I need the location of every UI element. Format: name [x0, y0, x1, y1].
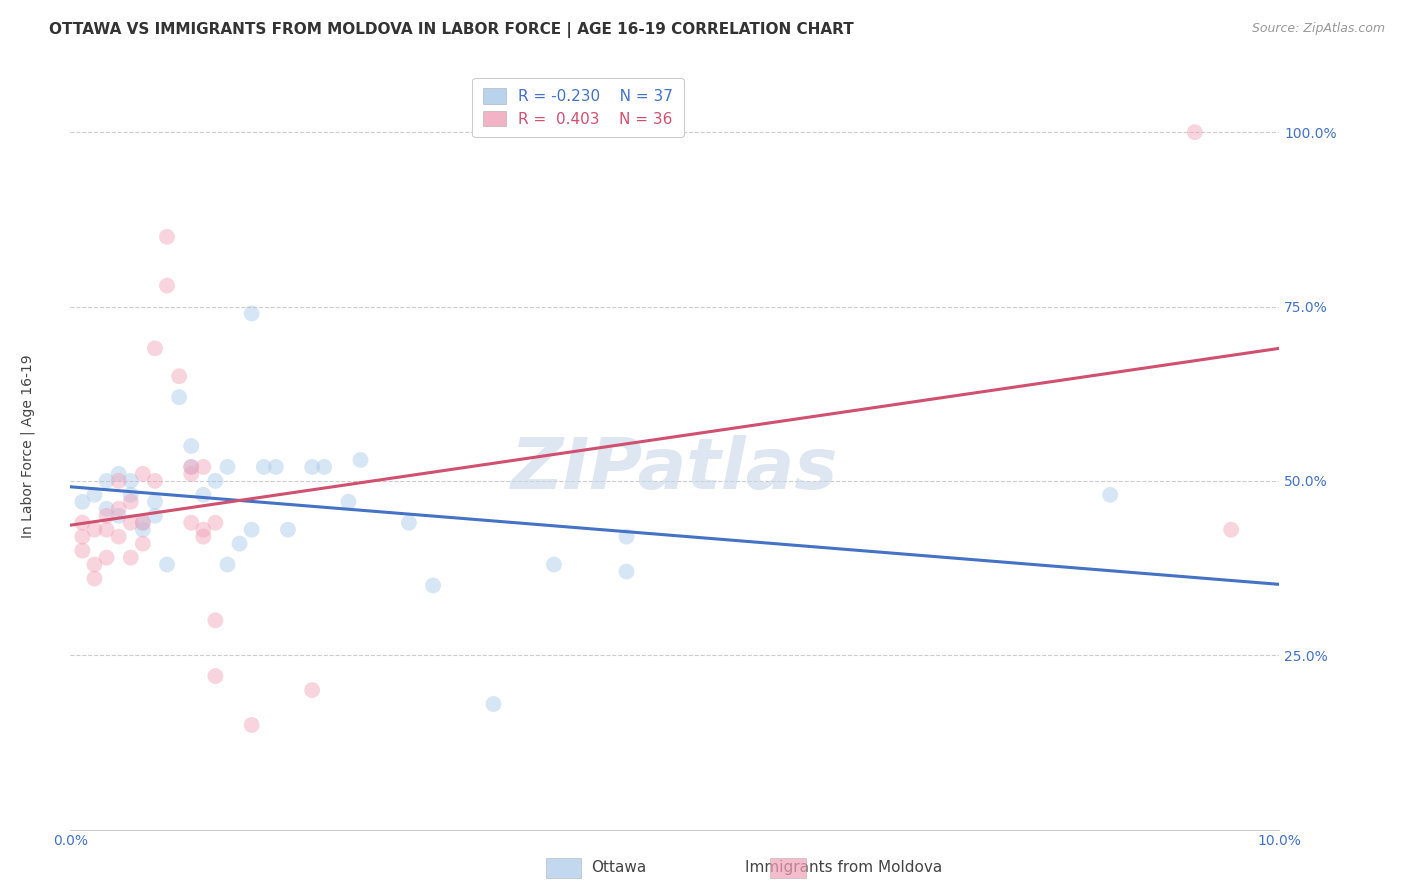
Point — [204, 516, 226, 530]
Point — [277, 523, 299, 537]
Point — [143, 495, 166, 509]
Point — [107, 501, 129, 516]
Point — [156, 558, 179, 572]
Point — [264, 459, 287, 474]
Point — [107, 508, 129, 523]
Point — [96, 474, 118, 488]
Point — [301, 459, 323, 474]
Point — [398, 516, 420, 530]
Point — [132, 536, 155, 550]
Point — [120, 495, 142, 509]
Point — [96, 550, 118, 565]
Point — [120, 550, 142, 565]
Point — [253, 459, 276, 474]
Point — [204, 669, 226, 683]
Point — [228, 536, 250, 550]
Point — [107, 467, 129, 481]
Point — [72, 495, 94, 509]
Point — [193, 530, 215, 544]
Point — [616, 565, 638, 579]
Point — [314, 459, 336, 474]
Point — [1184, 125, 1206, 139]
Point — [83, 558, 105, 572]
Point — [349, 453, 371, 467]
Point — [72, 543, 94, 558]
Point — [96, 508, 118, 523]
Point — [143, 508, 166, 523]
Point — [193, 488, 215, 502]
Point — [204, 613, 226, 627]
Legend: R = -0.230    N = 37, R =  0.403    N = 36: R = -0.230 N = 37, R = 0.403 N = 36 — [472, 78, 683, 137]
Text: Immigrants from Moldova: Immigrants from Moldova — [745, 860, 942, 874]
Point — [180, 467, 202, 481]
Point — [167, 369, 190, 384]
Point — [72, 516, 94, 530]
Point — [83, 572, 105, 586]
Point — [217, 459, 239, 474]
Point — [543, 558, 565, 572]
Point — [482, 697, 505, 711]
Point — [143, 474, 166, 488]
Point — [193, 523, 215, 537]
Point — [217, 558, 239, 572]
Text: ZIPatlas: ZIPatlas — [512, 434, 838, 503]
Point — [422, 578, 444, 592]
Point — [156, 278, 179, 293]
Text: Source: ZipAtlas.com: Source: ZipAtlas.com — [1251, 22, 1385, 36]
Point — [204, 474, 226, 488]
Point — [132, 516, 155, 530]
Point — [156, 229, 179, 244]
Point — [180, 439, 202, 453]
Point — [240, 523, 263, 537]
Point — [83, 488, 105, 502]
Point — [301, 683, 323, 698]
Point — [120, 488, 142, 502]
Point — [180, 459, 202, 474]
Point — [72, 530, 94, 544]
Point — [120, 474, 142, 488]
Point — [132, 523, 155, 537]
Point — [132, 467, 155, 481]
Point — [143, 342, 166, 356]
Text: In Labor Force | Age 16-19: In Labor Force | Age 16-19 — [21, 354, 35, 538]
Text: Ottawa: Ottawa — [591, 860, 647, 874]
Point — [180, 459, 202, 474]
Point — [107, 474, 129, 488]
Point — [132, 516, 155, 530]
Point — [240, 718, 263, 732]
Point — [1099, 488, 1122, 502]
Point — [616, 530, 638, 544]
Point — [96, 501, 118, 516]
Point — [240, 306, 263, 320]
Point — [120, 516, 142, 530]
Point — [180, 516, 202, 530]
Point — [107, 530, 129, 544]
Point — [1220, 523, 1243, 537]
Point — [337, 495, 360, 509]
Text: OTTAWA VS IMMIGRANTS FROM MOLDOVA IN LABOR FORCE | AGE 16-19 CORRELATION CHART: OTTAWA VS IMMIGRANTS FROM MOLDOVA IN LAB… — [49, 22, 853, 38]
Point — [193, 459, 215, 474]
Point — [96, 523, 118, 537]
Point — [167, 390, 190, 404]
Point — [83, 523, 105, 537]
